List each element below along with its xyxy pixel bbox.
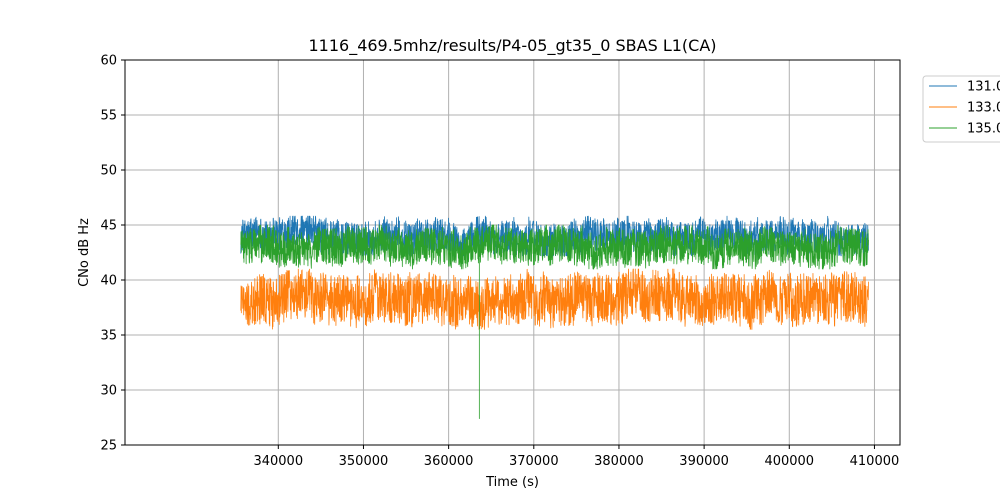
x-tick-label: 410000 (850, 454, 900, 469)
y-tick-label: 30 (100, 384, 117, 399)
x-tick-label: 360000 (424, 454, 474, 469)
y-tick-label: 25 (100, 439, 117, 454)
y-tick-label: 45 (100, 219, 117, 234)
y-tick-label: 55 (100, 109, 117, 124)
plot-area-frame (124, 59, 901, 446)
legend-label: 135.0 (967, 122, 1000, 137)
axis-ticks: 340000 350000 360000 370000 380000 390000 4000… (100, 54, 899, 470)
x-tick-label: 350000 (339, 454, 389, 469)
x-tick-label: 370000 (509, 454, 559, 469)
y-axis-label: CNo dB Hz (77, 218, 92, 287)
y-tick-label: 60 (100, 54, 117, 69)
y-tick-label: 40 (100, 274, 117, 289)
series-line-133-0 (240, 268, 869, 330)
y-tick-label: 35 (100, 329, 117, 344)
series-line-135-0 (240, 224, 869, 419)
legend-label: 131.0 (967, 80, 1000, 95)
x-tick-label: 400000 (764, 454, 814, 469)
y-tick-label: 50 (100, 164, 117, 179)
plot-series (240, 215, 869, 419)
legend-label: 133.0 (967, 101, 1000, 116)
legend-box (922, 75, 1000, 143)
legend: 131.0 133.0 135.0 (922, 75, 1000, 143)
x-tick-label: 380000 (594, 454, 644, 469)
x-tick-label: 390000 (679, 454, 729, 469)
x-tick-label: 340000 (253, 454, 303, 469)
chart-title: 1116_469.5mhz/results/P4-05_gt35_0 SBAS … (308, 36, 716, 56)
x-axis-label: Time (s) (485, 475, 539, 490)
